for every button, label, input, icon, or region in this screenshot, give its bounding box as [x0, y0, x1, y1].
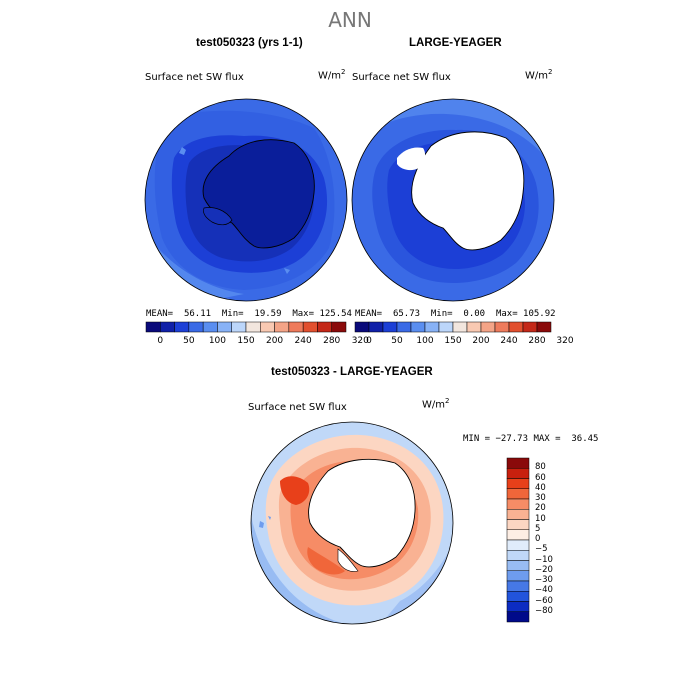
- colorbar-swatch: [145, 321, 161, 333]
- diff-colorbar-swatch: [506, 580, 530, 592]
- diff-colorbar-swatch: [506, 611, 530, 623]
- colorbar-swatch: [354, 321, 370, 333]
- diff-colorbar-swatch: [506, 488, 530, 500]
- colorbar-swatch: [508, 321, 524, 333]
- panel-2-variable-label: Surface net SW flux: [352, 72, 451, 83]
- difference-variable-label: Surface net SW flux: [248, 402, 347, 413]
- colorbar-tick-label: 280: [323, 336, 341, 346]
- colorbar-tick-label: 240: [294, 336, 312, 346]
- colorbar-tick-label: 150: [444, 336, 462, 346]
- diff-colorbar-label: 10: [535, 513, 546, 524]
- colorbar-swatch: [331, 321, 347, 333]
- diff-colorbar-label: −30: [535, 575, 553, 585]
- panel-2-title: LARGE-YEAGER: [409, 37, 502, 49]
- diff-colorbar-label: 60: [535, 472, 546, 483]
- panel-2-stats: MEAN= 65.73 Min= 0.00 Max= 105.92: [355, 309, 556, 319]
- difference-min-max: MIN = −27.73 MAX = 36.45: [463, 434, 599, 444]
- panel-1-units: W/m2: [318, 68, 346, 82]
- diff-colorbar-swatch: [506, 478, 530, 489]
- panel-1-polar-map: [144, 98, 348, 302]
- colorbar-swatch: [188, 321, 204, 333]
- diff-colorbar-swatch: [506, 529, 530, 541]
- colorbar-swatch: [396, 321, 412, 333]
- colorbar-tick-label: 50: [183, 336, 195, 346]
- colorbar-tick-label: 100: [416, 336, 434, 346]
- colorbar-tick-label: 150: [237, 336, 255, 346]
- colorbar-tick-label: 320: [556, 336, 574, 346]
- panel-2-colorbar: [354, 321, 552, 333]
- colorbar-tick-label: 320: [351, 336, 369, 346]
- diff-colorbar-swatch: [506, 591, 530, 602]
- colorbar-swatch: [288, 321, 304, 333]
- panel-1-colorbar: [145, 321, 347, 333]
- panel-1-title: test050323 (yrs 1-1): [196, 37, 303, 49]
- diff-colorbar-swatch: [506, 550, 530, 561]
- diff-colorbar-label: 5: [535, 523, 541, 534]
- diff-colorbar-label: −5: [535, 544, 548, 555]
- diff-colorbar-swatch: [506, 560, 530, 571]
- difference-title: test050323 - LARGE-YEAGER: [271, 366, 433, 378]
- diff-colorbar-swatch: [506, 498, 530, 510]
- diff-colorbar-swatch: [506, 570, 530, 582]
- difference-colorbar-labels: 80 60 40 30 20 10 5 0 −5 −10 −20 −30 −40 −60 −80: [535, 458, 575, 622]
- colorbar-swatch: [494, 321, 510, 333]
- colorbar-swatch: [452, 321, 468, 333]
- diff-colorbar-label: 0: [535, 534, 541, 544]
- diff-colorbar-label: −60: [535, 595, 553, 606]
- colorbar-tick-label: 0: [366, 336, 372, 346]
- colorbar-tick-label: 0: [157, 336, 164, 346]
- colorbar-swatch: [217, 321, 232, 333]
- colorbar-swatch: [231, 321, 247, 333]
- diff-colorbar-swatch: [506, 509, 530, 520]
- difference-units: W/m2: [422, 397, 450, 411]
- colorbar-swatch: [382, 321, 398, 333]
- diff-colorbar-label: −20: [535, 564, 553, 575]
- colorbar-tick-label: 50: [391, 336, 403, 346]
- diff-colorbar-swatch: [506, 539, 530, 551]
- colorbar-swatch: [274, 321, 290, 333]
- colorbar-tick-label: 200: [472, 336, 490, 346]
- diff-colorbar-label: 20: [535, 503, 546, 514]
- diff-colorbar-swatch: [506, 468, 530, 479]
- colorbar-swatch: [522, 321, 538, 333]
- diff-colorbar-label: −40: [535, 585, 553, 596]
- diff-colorbar-label: 30: [535, 493, 546, 503]
- colorbar-tick-label: 280: [528, 336, 546, 346]
- page-title: ANN: [328, 8, 372, 32]
- colorbar-tick-label: 200: [265, 336, 284, 346]
- diff-colorbar-swatch: [506, 457, 530, 469]
- difference-colorbar: [506, 457, 530, 623]
- diff-colorbar-label: 80: [535, 462, 546, 473]
- colorbar-swatch: [174, 321, 190, 333]
- diff-colorbar-label: −80: [535, 605, 553, 616]
- colorbar-swatch: [424, 321, 440, 333]
- panel-1-colorbar-ticks: 0 50 100 150 200 240 280 320: [146, 336, 368, 348]
- panel-1-variable-label: Surface net SW flux: [145, 72, 244, 83]
- diff-colorbar-label: 40: [535, 482, 546, 493]
- diff-colorbar-swatch: [506, 519, 530, 530]
- colorbar-swatch: [245, 321, 261, 333]
- colorbar-swatch: [260, 321, 275, 333]
- colorbar-swatch: [466, 321, 482, 333]
- colorbar-swatch: [536, 321, 552, 333]
- panel-2-polar-map: [351, 98, 555, 302]
- difference-polar-map: [250, 421, 454, 625]
- panel-2-colorbar-ticks: 0 50 100 150 200 240 280 320: [355, 336, 573, 348]
- colorbar-tick-label: 100: [208, 336, 227, 346]
- colorbar-tick-label: 240: [500, 336, 518, 346]
- colorbar-swatch: [317, 321, 332, 333]
- colorbar-swatch: [368, 321, 384, 333]
- panel-2-units: W/m2: [525, 68, 553, 82]
- panel-1-stats: MEAN= 56.11 Min= 19.59 Max= 125.54: [146, 309, 352, 319]
- colorbar-swatch: [302, 321, 318, 333]
- colorbar-swatch: [480, 321, 496, 333]
- colorbar-swatch: [438, 321, 454, 333]
- diff-colorbar-label: −10: [535, 554, 553, 565]
- colorbar-swatch: [202, 321, 218, 333]
- diff-colorbar-swatch: [506, 601, 530, 612]
- colorbar-swatch: [160, 321, 175, 333]
- colorbar-swatch: [410, 321, 426, 333]
